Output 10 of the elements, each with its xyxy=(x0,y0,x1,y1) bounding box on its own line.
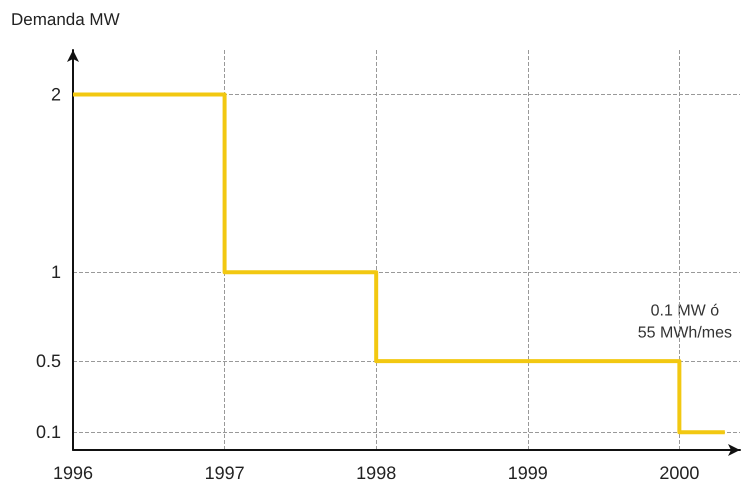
y-tick-label: 0.1 xyxy=(36,422,61,442)
y-tick-label: 2 xyxy=(50,84,61,104)
x-tick-label: 2000 xyxy=(659,463,700,483)
y-axis-title: Demanda MW xyxy=(11,10,120,29)
x-tick-label: 1999 xyxy=(508,463,548,483)
x-tick-label: 1996 xyxy=(52,463,94,483)
y-tick-label: 1 xyxy=(50,262,61,282)
x-tick-label: 1997 xyxy=(204,463,245,483)
x-tick-label: 1998 xyxy=(356,463,396,483)
y-tick-label: 0.5 xyxy=(36,351,61,372)
